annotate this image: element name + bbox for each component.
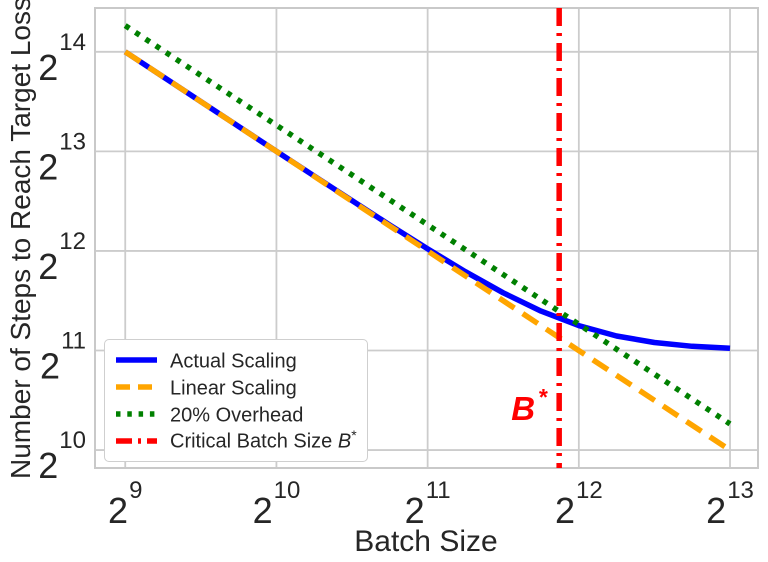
x-tick-label-2^12: 212: [555, 477, 603, 531]
y-tick-label-2^10: 210: [38, 427, 86, 486]
data-series: [123, 8, 732, 468]
legend-item-actual-scaling: Actual Scaling: [114, 347, 357, 374]
y-tick-label-2^12: 212: [38, 228, 86, 287]
legend-sample-line: [116, 411, 157, 417]
legend-label: Actual Scaling: [170, 350, 297, 373]
y-tick-label-2^13: 213: [38, 128, 86, 187]
critical-batch-size-annotation: B *: [511, 384, 548, 427]
y-tick-label-2^11: 211: [40, 328, 86, 387]
legend: Actual Scaling Linear Scaling 20% Overhe…: [104, 339, 368, 462]
legend-sample-line: [116, 357, 157, 364]
x-tick-label-2^11: 211: [405, 477, 451, 531]
legend-item-critical-batch-size: Critical Batch Size B*: [114, 427, 357, 454]
x-tick-label-2^13: 213: [706, 477, 754, 531]
legend-item-20-percent-overhead: 20% Overhead: [114, 401, 357, 428]
legend-item-linear-scaling: Linear Scaling: [114, 374, 357, 401]
x-axis-label: Batch Size: [354, 525, 497, 558]
x-tick-label-2^9: 29: [108, 477, 142, 531]
legend-label: 20% Overhead: [170, 404, 304, 427]
legend-label: Linear Scaling: [170, 377, 297, 400]
y-tick-labels: 210 211 212 213 214: [38, 29, 86, 486]
legend-sample-line: [116, 437, 157, 444]
plot-border: [94, 7, 759, 469]
series-path-linear-scaling: [123, 49, 732, 453]
legend-sample-line: [116, 384, 157, 390]
y-tick-label-2^14: 214: [38, 29, 86, 88]
legend-label: Critical Batch Size B*: [170, 427, 357, 453]
x-tick-label-2^10: 210: [253, 477, 301, 531]
y-axis-label: Number of Steps to Reach Target Loss: [5, 0, 36, 479]
x-tick-labels: 29 210 211 212 213: [108, 477, 754, 531]
